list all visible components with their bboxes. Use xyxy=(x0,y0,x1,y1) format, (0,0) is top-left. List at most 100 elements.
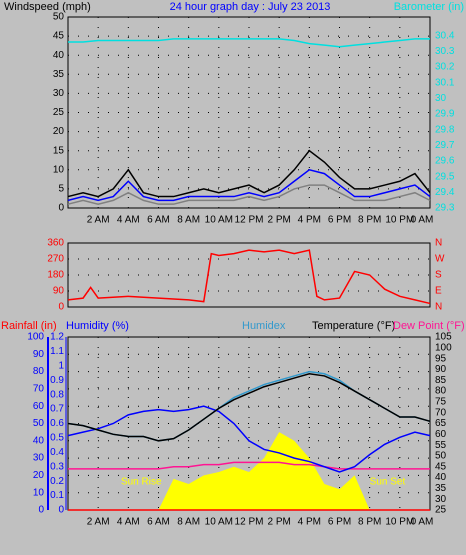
line xyxy=(67,249,431,305)
humidex-label: Humidex xyxy=(242,320,286,332)
y2-tick-label: 100 xyxy=(435,342,452,353)
y2-tick-label: N xyxy=(435,238,442,249)
y-tick-label: 0 xyxy=(58,203,64,214)
y2-tick-label: 30.1 xyxy=(435,77,455,88)
y-tick-label: 0 xyxy=(38,505,44,516)
y-tick-label: 40 xyxy=(33,435,45,446)
line xyxy=(67,149,431,198)
y2-tick-label: 45 xyxy=(435,461,447,472)
y2-tick-label: 29.6 xyxy=(435,156,455,167)
x-tick-label: 6 AM xyxy=(147,215,170,226)
line xyxy=(67,405,431,473)
y2-tick-label: 29.8 xyxy=(435,124,455,135)
y2-tick-label: 30.4 xyxy=(435,30,455,41)
y2-tick-label: 80 xyxy=(435,386,447,397)
y3-tick-label: 0.2 xyxy=(50,476,64,487)
y2-tick-label: 105 xyxy=(435,332,452,343)
line xyxy=(68,461,430,470)
y-tick-label: 90 xyxy=(53,286,65,297)
chart-title: 24 hour graph day : July 23 2013 xyxy=(170,1,331,13)
y2-tick-label: E xyxy=(435,286,442,297)
x-tick-label: 10 PM xyxy=(385,215,414,226)
barometer-label: Barometer (in) xyxy=(394,1,464,13)
y-tick-label: 15 xyxy=(53,145,65,156)
x-tick-label: 8 AM xyxy=(177,215,200,226)
y-tick-label: 35 xyxy=(53,69,65,80)
y3-tick-label: 0.3 xyxy=(50,461,64,472)
y-tick-label: 10 xyxy=(53,164,65,175)
y-tick-label: 270 xyxy=(47,254,64,265)
area xyxy=(68,432,430,510)
x-tick-label: 4 PM xyxy=(298,215,321,226)
x-tick-label: 8 AM xyxy=(177,517,200,528)
x-tick-label: 2 AM xyxy=(87,215,110,226)
y-tick-label: 50 xyxy=(33,418,45,429)
annotation: Sun Set xyxy=(370,477,406,488)
y-tick-label: 60 xyxy=(33,401,45,412)
annotation: Sun Rise xyxy=(121,477,162,488)
y-tick-label: 360 xyxy=(47,238,64,249)
y-tick-label: 0 xyxy=(58,302,64,313)
y3-tick-label: 1.1 xyxy=(50,346,64,357)
y-tick-label: 80 xyxy=(33,366,45,377)
y2-tick-label: N xyxy=(435,302,442,313)
y2-tick-label: 55 xyxy=(435,440,447,451)
y2-tick-label: 65 xyxy=(435,418,447,429)
y3-tick-label: 0.9 xyxy=(50,375,64,386)
y2-tick-label: 85 xyxy=(435,375,447,386)
y2-tick-label: 30.2 xyxy=(435,62,455,73)
x-tick-label: 4 PM xyxy=(298,517,321,528)
y-tick-label: 40 xyxy=(53,50,65,61)
x-tick-label: 6 PM xyxy=(328,215,351,226)
y3-tick-label: 0.4 xyxy=(50,447,64,458)
x-tick-label: 4 AM xyxy=(117,517,140,528)
y-tick-label: 25 xyxy=(53,107,65,118)
wind-label: Windspeed (mph) xyxy=(4,1,91,13)
y-tick-label: 20 xyxy=(33,470,45,481)
y-tick-label: 90 xyxy=(33,349,45,360)
y3-tick-label: 0.5 xyxy=(50,433,64,444)
x-tick-label: 2 AM xyxy=(87,517,110,528)
x-tick-label: 10 AM xyxy=(205,215,233,226)
y3-tick-label: 0.8 xyxy=(50,389,64,400)
x-tick-label: 0 AM xyxy=(411,215,434,226)
y2-tick-label: 29.5 xyxy=(435,171,455,182)
x-tick-label: 2 PM xyxy=(267,517,290,528)
y2-tick-label: 30 xyxy=(435,494,447,505)
y3-tick-label: 0.7 xyxy=(50,404,64,415)
x-tick-label: 8 PM xyxy=(358,517,381,528)
x-tick-label: 6 AM xyxy=(147,517,170,528)
x-tick-label: 4 AM xyxy=(117,215,140,226)
y-tick-label: 180 xyxy=(47,270,64,281)
y2-tick-label: 29.9 xyxy=(435,109,455,120)
y-tick-label: 20 xyxy=(53,126,65,137)
line xyxy=(67,168,431,202)
rain-label: Rainfall (in) xyxy=(1,320,57,332)
y2-tick-label: 40 xyxy=(435,472,447,483)
y-tick-label: 30 xyxy=(53,88,65,99)
line xyxy=(67,372,431,442)
y2-tick-label: 30 xyxy=(435,93,447,104)
x-tick-label: 10 AM xyxy=(205,517,233,528)
y-tick-label: 70 xyxy=(33,384,45,395)
y-tick-label: 30 xyxy=(33,453,45,464)
y2-tick-label: 30.3 xyxy=(435,46,455,57)
y2-tick-label: W xyxy=(435,254,445,265)
y2-tick-label: 70 xyxy=(435,407,447,418)
x-tick-label: 8 PM xyxy=(358,215,381,226)
y2-tick-label: 35 xyxy=(435,483,447,494)
line xyxy=(67,184,431,205)
x-tick-label: 10 PM xyxy=(385,517,414,528)
x-tick-label: 6 PM xyxy=(328,517,351,528)
temperature-label: Temperature (°F) xyxy=(312,320,395,332)
y-tick-label: 100 xyxy=(27,332,44,343)
dewpoint-label: Dew Point (°F) xyxy=(393,320,465,332)
y2-tick-label: 95 xyxy=(435,353,447,364)
x-tick-label: 12 PM xyxy=(235,517,264,528)
x-tick-label: 12 PM xyxy=(235,215,264,226)
y2-tick-label: 29.3 xyxy=(435,203,455,214)
y3-tick-label: 0 xyxy=(58,505,64,516)
y3-tick-label: 0.1 xyxy=(50,490,64,501)
y2-tick-label: 60 xyxy=(435,429,447,440)
